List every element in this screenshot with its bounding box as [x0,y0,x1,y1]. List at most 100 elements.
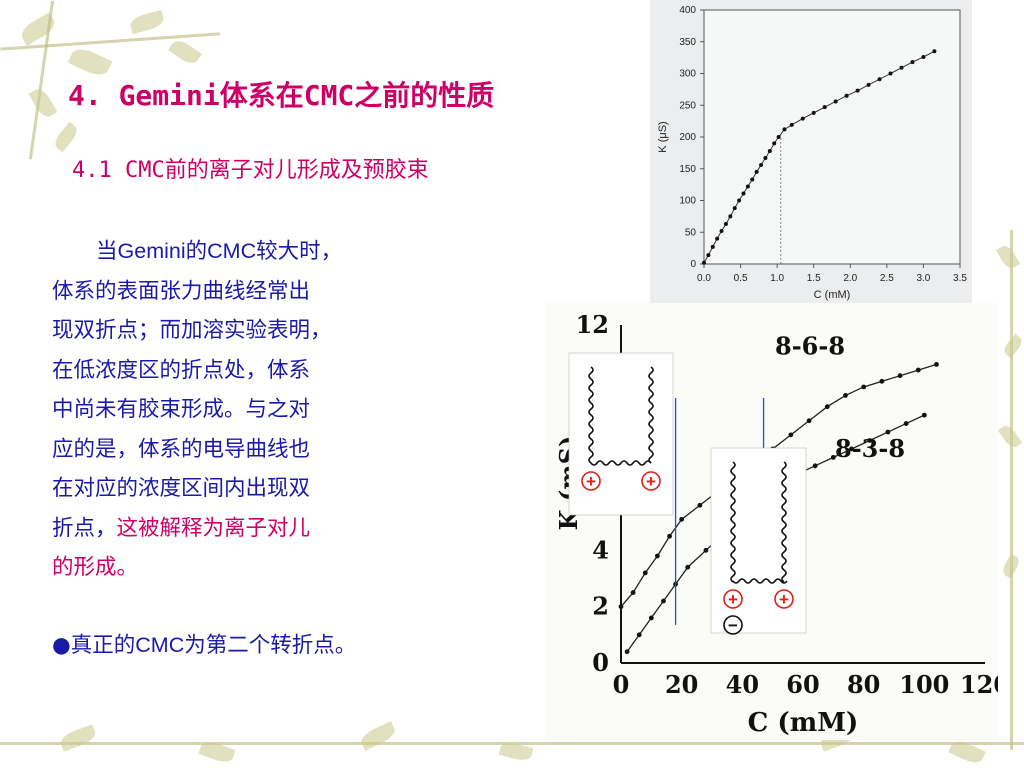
bullet-text: CMC [135,633,185,657]
data-point [824,404,830,410]
data-point [776,135,781,139]
y-tick-label: 4 [592,535,609,564]
data-point [732,206,737,211]
data-point [849,446,854,452]
data-point [618,604,624,610]
plus-charge-sign: + [586,472,596,491]
para-line: 在对应的浓度区间内出现双 [52,476,311,501]
data-point [879,378,885,384]
inset-right-spacer [732,578,788,584]
data-point [921,412,927,418]
x-tick-label: 40 [726,670,759,699]
plus-charge-sign: + [779,590,789,609]
plus-charge-icon [723,589,743,609]
x-tick-label: 1.0 [770,273,784,284]
inset-right-tail-right [781,461,787,583]
plus-charge-sign: + [728,590,738,609]
y-tick-label: 100 [679,196,696,207]
data-point [772,141,777,146]
para-text: CMC [207,239,257,263]
data-point [754,169,759,174]
y-tick-label: 150 [679,164,696,175]
para-text: 折点， [52,515,117,541]
data-point [715,236,720,241]
inset-left-tail-right [648,366,654,464]
inset-left-tail-left [588,366,594,464]
data-point [910,60,915,65]
data-point [812,463,818,469]
plot-frame [703,9,961,265]
data-point [811,110,816,115]
data-point [934,362,939,367]
x-tick-label: 2.0 [843,273,857,284]
para-line: 中尚未有胶束形成。与之对 [52,397,311,422]
data-point [697,502,703,508]
data-point [866,82,871,87]
data-point [630,590,636,595]
para-text: 较大时， [256,239,343,264]
data-point [759,162,764,167]
data-point [789,122,794,127]
data-point [763,155,768,160]
conductivity-chart-top: 0.0 0.5 1.0 1.5 2.0 2.5 3.0 3.5 0 50 100 150 200 250 3… [650,0,972,318]
x-tick-label: 80 [847,670,880,699]
y-tick-label: 12 [576,310,609,339]
chart-top-svg: 0.0 0.5 1.0 1.5 2.0 2.5 3.0 3.5 0 50 100 150 200 250 3… [657,5,967,301]
data-point [706,253,711,258]
x-axis-label: C (mM) [814,289,851,301]
para-line: 现双折点；而加溶实验表明， [52,318,332,343]
data-point [861,384,867,390]
data-point [750,177,755,182]
data-point [745,184,750,189]
data-point [648,615,654,621]
para-text: 的 [185,239,208,264]
y-tick-label: 0 [690,259,696,270]
data-point [679,516,685,522]
inset-left-box [568,352,674,516]
data-point [843,393,848,398]
bullet-point: ●真正的CMC为第二个转折点。 [52,628,356,659]
data-point [830,454,836,460]
series-label: 8-3-8 [835,434,905,463]
series-label: 8-6-8 [775,331,845,360]
x-tick-label: 0 [613,670,630,699]
data-point [741,191,746,196]
para-text: Gemini [117,239,186,263]
inset-right-tail-left [730,461,736,583]
inset-left-spacer [590,460,652,466]
bullet-text: 真正的 [70,633,136,658]
x-tick-label: 0.0 [697,273,711,284]
data-point [719,228,724,233]
y-tick-label: 0 [592,648,609,677]
y-tick-label: 50 [685,227,697,238]
conductivity-chart-bottom: 02040608010012002412C (mM)K (mS)8-6-88-3… [545,303,998,740]
data-point [642,570,648,576]
data-point [667,533,672,539]
y-tick-label: 2 [592,592,609,621]
data-point [885,429,891,435]
para-highlight: 这被解释为离子对儿 [116,515,311,541]
plus-charge-icon [581,471,601,491]
data-point [867,438,873,443]
data-point [822,105,827,110]
y-tick-label: 300 [679,69,696,80]
bullet-text: 为第二个转折点。 [184,633,357,658]
data-point [921,54,926,59]
data-point [767,148,772,153]
plus-charge-icon [641,471,661,491]
data-point [624,649,630,655]
data-point [703,547,709,553]
y-tick-label: 400 [679,5,696,16]
data-point [737,198,742,203]
data-point [844,93,849,98]
bullet-mark: ● [52,633,71,658]
data-point [903,421,909,426]
minus-charge-icon [723,615,743,635]
data-point [897,373,903,379]
x-tick-label: 3.0 [916,273,930,284]
data-point [833,99,838,104]
x-tick-label: 3.5 [953,273,967,284]
x-tick-label: 20 [665,670,698,699]
data-point [685,564,691,570]
y-tick-label: 350 [679,37,696,48]
